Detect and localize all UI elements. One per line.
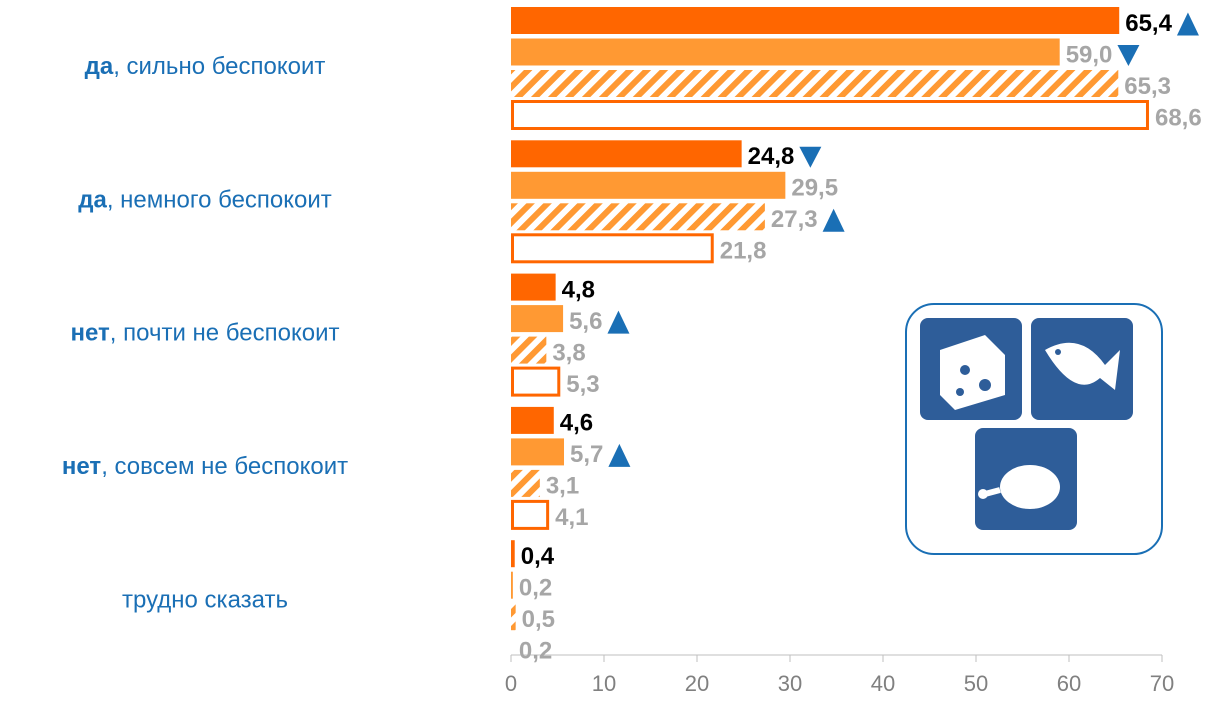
value-label: 65,4: [1125, 10, 1172, 37]
value-label: 4,1: [555, 504, 588, 531]
value-label: 27,3: [771, 206, 818, 233]
trend-arrow: [822, 208, 845, 232]
x-tick-label: 70: [1150, 671, 1174, 696]
bar: [511, 273, 556, 301]
bar: [511, 603, 516, 631]
category-label: нет, совсем не беспокоит: [62, 453, 348, 480]
value-label: 21,8: [720, 238, 767, 265]
bar: [511, 406, 554, 434]
value-label: 0,4: [521, 543, 555, 570]
bar: [511, 38, 1060, 66]
bar: [511, 70, 1119, 97]
category-label: трудно сказать: [122, 587, 288, 614]
x-tick-label: 0: [505, 671, 517, 696]
bar: [511, 233, 714, 264]
category-label: нет, почти не беспокоит: [71, 320, 340, 347]
trend-arrow: [1176, 12, 1199, 36]
x-tick-label: 50: [964, 671, 988, 696]
bar: [511, 336, 547, 364]
value-label: 5,3: [566, 371, 599, 398]
value-label: 68,6: [1155, 104, 1202, 131]
bar: [511, 438, 565, 466]
trend-arrow: [608, 443, 631, 467]
value-label: 29,5: [791, 175, 838, 202]
value-label: 3,1: [546, 473, 579, 500]
value-label: 5,7: [570, 441, 603, 468]
value-label: 0,2: [519, 575, 552, 602]
value-label: 4,6: [560, 410, 593, 437]
bar: [511, 305, 564, 333]
bar: [511, 540, 515, 568]
x-tick-label: 60: [1057, 671, 1081, 696]
bar: [511, 499, 550, 530]
value-label: 0,2: [519, 638, 552, 665]
food-icons: [905, 303, 1163, 555]
bar: [511, 140, 742, 168]
value-label: 0,5: [522, 606, 555, 633]
bar: [511, 203, 765, 231]
value-label: 4,8: [562, 276, 595, 303]
trend-arrow: [1117, 45, 1140, 66]
value-label: 24,8: [748, 143, 795, 170]
x-tick-label: 40: [871, 671, 895, 696]
trend-arrow: [607, 310, 630, 334]
x-tick-label: 10: [592, 671, 616, 696]
x-tick-label: 20: [685, 671, 709, 696]
trend-arrow: [799, 146, 822, 168]
bar: [511, 7, 1120, 34]
value-label: 59,0: [1066, 41, 1113, 68]
value-label: 5,6: [569, 308, 602, 335]
value-label: 3,8: [552, 339, 585, 366]
bar: [511, 469, 540, 497]
value-label: 65,3: [1124, 73, 1171, 100]
bar: [511, 366, 561, 397]
x-tick-label: 30: [778, 671, 802, 696]
bar: [511, 100, 1149, 130]
category-label: да, немного беспокоит: [78, 187, 332, 214]
bar: [511, 571, 513, 599]
bar: [511, 171, 786, 199]
category-label: да, сильно беспокоит: [85, 53, 326, 80]
